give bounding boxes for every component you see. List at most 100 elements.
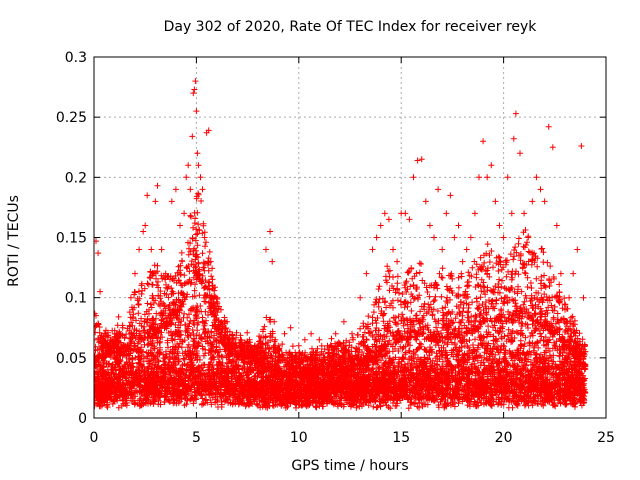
x-tick-label: 20 — [495, 430, 513, 446]
data-point — [574, 246, 581, 253]
x-axis-label: GPS time / hours — [291, 458, 408, 474]
data-point — [553, 222, 560, 229]
data-point — [363, 270, 370, 277]
data-point — [162, 270, 169, 277]
data-point — [570, 270, 577, 277]
data-point — [578, 143, 585, 149]
y-tick-label: 0.2 — [65, 170, 87, 186]
data-point — [194, 150, 201, 157]
data-point — [142, 222, 149, 229]
y-axis-label: ROTI / TECUs — [6, 195, 22, 287]
data-point — [269, 258, 276, 265]
data-point — [207, 258, 214, 265]
data-point — [267, 228, 274, 235]
data-point — [484, 174, 491, 181]
data-point — [580, 294, 587, 301]
plot-frame — [93, 56, 607, 419]
data-point — [357, 294, 364, 301]
data-point — [349, 330, 355, 337]
data-point — [148, 246, 155, 253]
data-point — [230, 342, 237, 349]
data-point — [187, 186, 194, 193]
data-point — [533, 174, 540, 181]
data-point — [510, 135, 517, 142]
data-point — [406, 216, 413, 223]
data-point — [127, 294, 134, 301]
data-point — [150, 270, 157, 277]
data-point — [459, 258, 466, 265]
data-point — [557, 270, 564, 277]
data-point — [144, 192, 151, 199]
data-point — [154, 182, 161, 189]
data-point — [234, 354, 241, 361]
data-point — [414, 157, 421, 164]
data-point — [451, 234, 458, 241]
data-point — [549, 144, 556, 151]
data-point — [562, 306, 568, 313]
data-point — [492, 198, 499, 205]
data-point — [508, 210, 515, 217]
data-point — [275, 342, 282, 349]
data-point — [287, 324, 294, 331]
data-point — [541, 198, 548, 205]
data-point — [488, 162, 495, 169]
data-point — [443, 210, 450, 217]
data-point — [107, 342, 114, 349]
data-point — [500, 234, 507, 241]
data-point — [132, 270, 138, 277]
data-point — [418, 156, 425, 163]
data-point — [177, 222, 183, 229]
x-tick-label: 25 — [597, 430, 615, 446]
data-point — [301, 336, 308, 343]
data-point — [435, 186, 442, 193]
data-point — [213, 294, 220, 301]
data-point — [168, 198, 175, 205]
x-tick-label: 10 — [290, 430, 308, 446]
data-point — [246, 336, 253, 343]
data-point — [447, 192, 454, 199]
data-point — [152, 198, 159, 205]
data-point — [504, 174, 511, 181]
data-point — [512, 110, 519, 117]
data-point — [209, 282, 216, 289]
data-point — [517, 150, 523, 157]
data-point — [390, 246, 396, 253]
data-point — [471, 210, 478, 217]
data-point — [455, 222, 462, 229]
data-point — [140, 228, 147, 235]
data-point — [394, 258, 401, 265]
data-point — [316, 336, 323, 343]
data-point — [193, 108, 200, 115]
data-point — [95, 250, 102, 257]
data-point — [324, 342, 331, 349]
data-point — [190, 90, 197, 97]
data-point — [439, 246, 446, 253]
data-point — [426, 222, 433, 229]
data-point — [377, 222, 384, 229]
data-point — [381, 210, 388, 217]
data-point — [340, 318, 347, 325]
data-point — [295, 342, 302, 349]
chart-title: Day 302 of 2020, Rate Of TEC Index for r… — [164, 19, 538, 35]
y-tick-label: 0.15 — [56, 231, 87, 247]
data-point — [115, 313, 122, 320]
data-point — [545, 123, 552, 130]
data-point — [402, 210, 409, 217]
data-point — [476, 174, 482, 181]
y-tick-label: 0.1 — [65, 291, 87, 307]
data-point — [197, 174, 204, 181]
data-points-spikes — [94, 190, 589, 379]
data-point — [281, 330, 288, 337]
data-point — [191, 86, 198, 93]
y-tick-label: 0.05 — [56, 351, 87, 367]
data-point — [480, 138, 487, 145]
y-tick-label: 0.25 — [56, 110, 87, 126]
data-point — [422, 198, 429, 205]
data-point — [181, 210, 188, 217]
data-point — [201, 234, 208, 241]
data-point — [218, 306, 224, 313]
data-point — [529, 198, 536, 205]
data-point — [136, 246, 143, 253]
data-point — [101, 330, 108, 337]
data-point — [467, 234, 474, 241]
